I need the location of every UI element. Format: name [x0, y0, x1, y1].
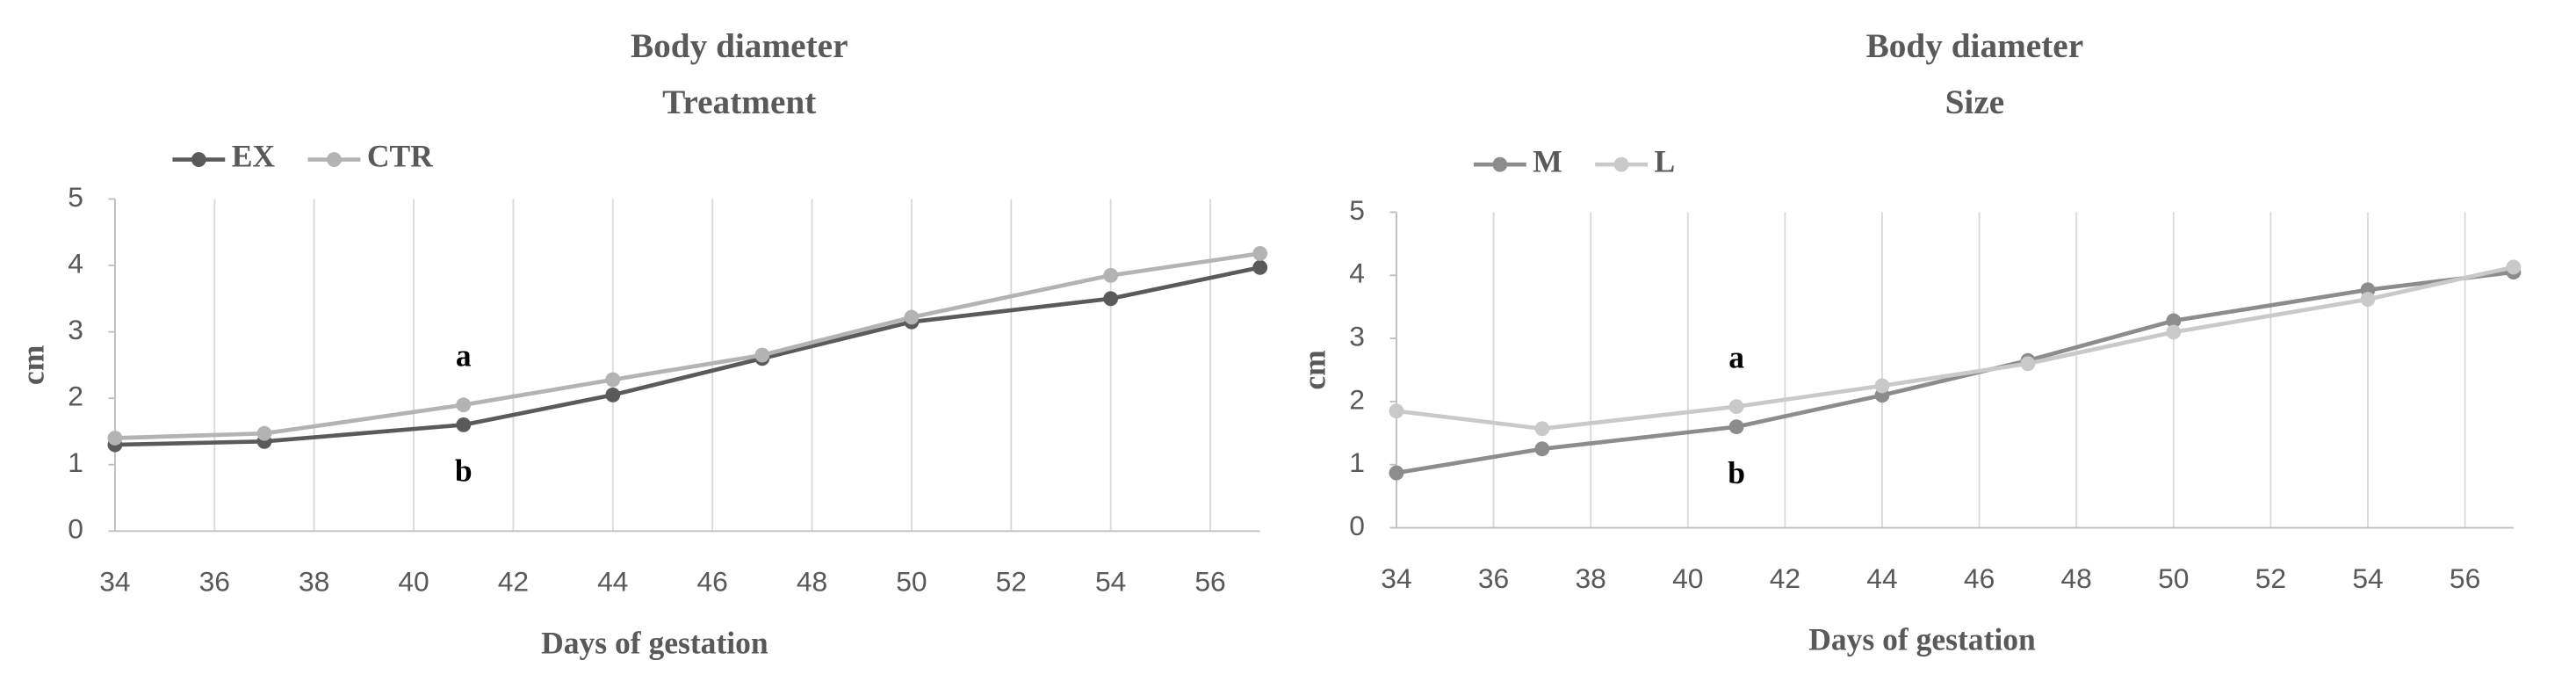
y-axis-label: cm [1296, 350, 1331, 389]
data-point [2506, 259, 2522, 275]
chart-title: Body diameter [631, 27, 848, 65]
x-tick-label: 38 [1575, 562, 1605, 594]
data-point [456, 397, 472, 413]
x-tick-label: 44 [597, 566, 628, 598]
y-tick-label: 5 [68, 181, 83, 213]
data-point [605, 387, 621, 403]
data-point [605, 372, 621, 388]
x-tick-label: 50 [2158, 562, 2189, 594]
x-tick-label: 50 [896, 566, 927, 598]
legend-label: EX [232, 139, 276, 174]
annotation: a [456, 338, 472, 374]
y-tick-label: 1 [68, 446, 83, 478]
legend-marker [1492, 156, 1508, 172]
data-point [456, 417, 472, 432]
x-tick-label: 52 [996, 566, 1027, 598]
data-point [1252, 246, 1268, 261]
data-point [2166, 324, 2182, 340]
y-tick-label: 3 [68, 314, 83, 345]
annotation: b [1728, 455, 1745, 490]
data-point [904, 309, 920, 325]
x-axis-label: Days of gestation [1808, 622, 2036, 657]
chart-subtitle: Treatment [662, 83, 816, 121]
y-tick-label: 0 [68, 513, 83, 545]
y-tick-label: 4 [1349, 257, 1365, 289]
x-tick-label: 40 [1672, 562, 1703, 594]
legend-label: CTR [367, 139, 433, 174]
chart-subtitle: Size [1945, 83, 2005, 121]
y-tick-label: 1 [1349, 446, 1365, 478]
y-tick-label: 3 [1349, 320, 1365, 352]
annotation: b [455, 453, 473, 489]
x-tick-label: 44 [1866, 562, 1897, 594]
legend-marker [327, 152, 342, 167]
x-tick-label: 36 [199, 566, 230, 598]
x-tick-label: 54 [1095, 566, 1126, 598]
x-tick-label: 40 [398, 566, 429, 598]
y-tick-label: 4 [68, 247, 83, 279]
series-line [1396, 265, 2515, 432]
x-tick-label: 36 [1478, 562, 1509, 594]
legend-label: L [1655, 143, 1676, 178]
x-tick-label: 56 [2450, 562, 2480, 594]
series-line [114, 265, 1261, 447]
x-tick-label: 54 [2352, 562, 2383, 594]
data-point [1534, 421, 1550, 437]
y-tick-label: 2 [68, 381, 83, 412]
data-point [2166, 313, 2182, 329]
legend-label: M [1533, 143, 1562, 178]
y-axis-label: cm [15, 345, 50, 385]
legend-marker [191, 152, 206, 167]
x-tick-label: 46 [696, 566, 727, 598]
data-point [256, 425, 272, 441]
x-tick-label: 56 [1194, 566, 1225, 598]
data-point [1728, 419, 1744, 435]
data-point [2020, 356, 2036, 372]
x-tick-label: 38 [299, 566, 329, 598]
legend-marker [1613, 156, 1629, 172]
x-tick-label: 42 [498, 566, 529, 598]
x-tick-label: 42 [1770, 562, 1800, 594]
data-point [1389, 403, 1404, 419]
data-point [1874, 378, 1890, 394]
data-point [1389, 465, 1404, 481]
x-tick-label: 34 [99, 566, 130, 598]
data-point [2360, 292, 2376, 307]
data-point [754, 347, 770, 363]
y-tick-label: 2 [1349, 383, 1365, 415]
x-tick-label: 48 [797, 566, 827, 598]
x-tick-label: 46 [1964, 562, 1995, 594]
data-point [1103, 267, 1119, 283]
x-tick-label: 34 [1381, 562, 1411, 594]
chart-title: Body diameter [1866, 27, 2084, 65]
data-point [107, 431, 123, 446]
x-tick-label: 52 [2255, 562, 2286, 594]
x-axis-label: Days of gestation [541, 625, 768, 660]
y-tick-label: 0 [1349, 510, 1365, 541]
series-line [114, 251, 1261, 440]
data-point [1728, 399, 1744, 415]
series-line [1396, 270, 2515, 475]
x-tick-label: 48 [2061, 562, 2092, 594]
data-point [1534, 441, 1550, 457]
data-point [1103, 291, 1119, 307]
y-tick-label: 5 [1349, 194, 1365, 226]
data-point [1252, 259, 1268, 275]
annotation: a [1728, 339, 1744, 374]
